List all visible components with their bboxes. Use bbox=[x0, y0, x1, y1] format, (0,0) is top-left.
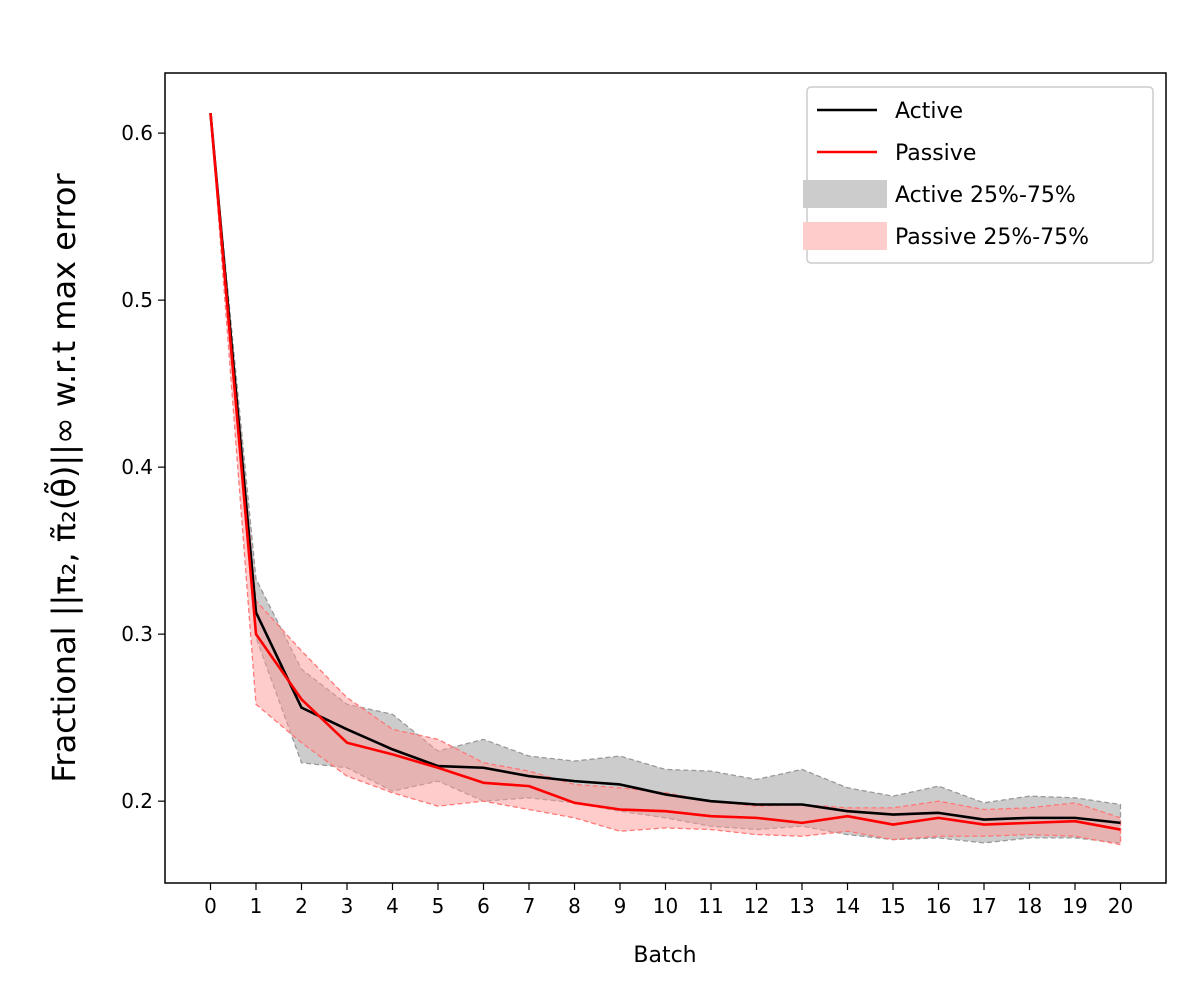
x-tick-label: 15 bbox=[880, 894, 905, 918]
band-passive bbox=[209, 113, 1122, 846]
x-tick-label: 1 bbox=[250, 894, 263, 918]
series-layer bbox=[209, 112, 1121, 831]
series-line-active bbox=[209, 112, 1121, 825]
x-tick-label: 0 bbox=[204, 894, 217, 918]
x-tick-label: 12 bbox=[744, 894, 769, 918]
x-tick-label: 5 bbox=[432, 894, 445, 918]
x-axis-label: Batch bbox=[633, 943, 696, 968]
x-tick-label: 8 bbox=[568, 894, 581, 918]
y-tick-label: 0.4 bbox=[121, 455, 153, 479]
x-tick-label: 2 bbox=[295, 894, 308, 918]
x-tick-label: 11 bbox=[698, 894, 723, 918]
x-tick-label: 17 bbox=[971, 894, 996, 918]
x-axis: 0 1 2 3 4 5 6 7 8 9 10 11 12 13 14 15 16 17 18 19 20 bbox=[204, 883, 1133, 918]
x-tick-label: 7 bbox=[523, 894, 536, 918]
band-layer bbox=[209, 113, 1122, 846]
x-tick-label: 3 bbox=[341, 894, 354, 918]
legend-label: Active 25%-75% bbox=[895, 183, 1076, 208]
legend: Active Passive Active 25%-75% Passive 25%-7… bbox=[803, 86, 1154, 264]
x-tick-label: 6 bbox=[477, 894, 490, 918]
x-tick-label: 18 bbox=[1017, 894, 1042, 918]
legend-label: Active bbox=[895, 99, 963, 124]
legend-swatch-patch bbox=[803, 180, 887, 208]
y-tick-label: 0.2 bbox=[121, 789, 153, 813]
legend-box bbox=[806, 86, 1154, 264]
legend-swatch-patch bbox=[803, 222, 887, 250]
y-tick-label: 0.6 bbox=[121, 121, 153, 145]
y-tick-label: 0.3 bbox=[121, 622, 153, 646]
y-axis-label: Fractional ||π₂, π̃₂(θ̃)||∞ w.r.t max er… bbox=[44, 173, 83, 783]
legend-label: Passive bbox=[895, 141, 976, 166]
legend-label: Passive 25%-75% bbox=[895, 225, 1089, 250]
x-tick-label: 4 bbox=[386, 894, 399, 918]
x-tick-label: 13 bbox=[789, 894, 814, 918]
y-axis: 0.2 0.3 0.4 0.5 0.6 bbox=[121, 121, 165, 813]
x-tick-label: 16 bbox=[926, 894, 951, 918]
x-tick-label: 9 bbox=[614, 894, 627, 918]
x-tick-label: 19 bbox=[1062, 894, 1087, 918]
x-tick-label: 14 bbox=[835, 894, 860, 918]
series-line-passive bbox=[209, 112, 1121, 831]
y-tick-label: 0.5 bbox=[121, 288, 153, 312]
x-tick-label: 20 bbox=[1108, 894, 1133, 918]
x-tick-label: 10 bbox=[653, 894, 678, 918]
